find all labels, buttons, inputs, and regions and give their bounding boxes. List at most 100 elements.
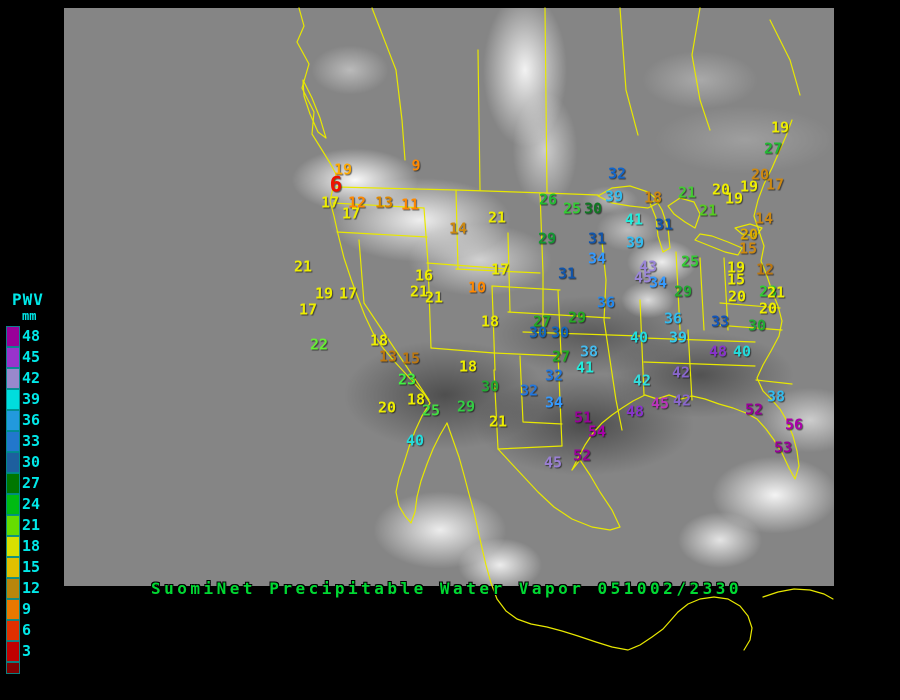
legend-label: 30	[22, 453, 41, 471]
legend-title: PWV	[12, 290, 44, 309]
station-pwv-value: 21	[293, 257, 313, 276]
station-pwv-value: 41	[575, 358, 595, 377]
legend-swatch	[6, 347, 20, 368]
station-pwv-value: 17	[490, 260, 510, 279]
satellite-image	[64, 8, 834, 586]
station-pwv-value: 17	[765, 175, 785, 194]
station-pwv-value: 17	[341, 204, 361, 223]
legend-row: 30	[6, 452, 60, 473]
station-pwv-value: 21	[698, 201, 718, 220]
station-pwv-value: 13	[378, 347, 398, 366]
station-pwv-value: 14	[448, 219, 468, 238]
station-pwv-value: 41	[624, 210, 644, 229]
station-pwv-value: 18	[458, 357, 478, 376]
station-pwv-value: 36	[663, 309, 683, 328]
station-pwv-value: 23	[758, 282, 778, 301]
station-pwv-value: 22	[309, 335, 329, 354]
station-pwv-value: 29	[537, 229, 557, 248]
station-pwv-value: 54	[587, 422, 607, 441]
station-pwv-value: 45	[650, 394, 670, 413]
station-pwv-value: 51	[573, 408, 593, 427]
legend-label: 12	[22, 579, 41, 597]
station-pwv-value: 20	[750, 165, 770, 184]
station-pwv-value: 21	[487, 208, 507, 227]
station-pwv-value: 21	[409, 282, 429, 301]
legend-row: 39	[6, 389, 60, 410]
legend-swatch	[6, 452, 20, 473]
station-pwv-value: 13	[374, 193, 394, 212]
station-pwv-value: 16	[414, 266, 434, 285]
station-pwv-value: 18	[480, 312, 500, 331]
station-pwv-value: 31	[654, 215, 674, 234]
legend-label: 48	[22, 327, 41, 345]
station-pwv-value: 15	[401, 349, 421, 368]
legend-label: 33	[22, 432, 41, 450]
station-pwv-value: 34	[648, 273, 668, 292]
legend-unit: mm	[22, 309, 37, 323]
station-pwv-value: 15	[726, 270, 746, 289]
legend-swatch	[6, 599, 20, 620]
legend-row: 15	[6, 557, 60, 578]
station-pwv-value: 19	[724, 189, 744, 208]
station-pwv-value: 52	[572, 446, 592, 465]
legend-swatch	[6, 326, 20, 347]
legend-swatch	[6, 473, 20, 494]
station-pwv-value: 19	[770, 118, 790, 137]
station-pwv-value: 32	[544, 366, 564, 385]
station-pwv-value: 20	[758, 299, 778, 318]
station-pwv-value: 32	[519, 381, 539, 400]
station-pwv-value: 31	[587, 229, 607, 248]
station-pwv-value: 26	[538, 190, 558, 209]
legend-swatch	[6, 494, 20, 515]
legend-row: 21	[6, 515, 60, 536]
station-pwv-value: 17	[320, 193, 340, 212]
station-pwv-value: 32	[607, 164, 627, 183]
station-pwv-value: 25	[680, 252, 700, 271]
station-pwv-value: 30	[583, 199, 603, 218]
legend-swatch	[6, 578, 20, 599]
station-pwv-value: 40	[732, 342, 752, 361]
station-pwv-value: 38	[766, 387, 786, 406]
station-pwv-value: 21	[424, 288, 444, 307]
legend-label: 3	[22, 642, 32, 660]
station-pwv-value: 9	[411, 156, 421, 175]
legend-row: 6	[6, 620, 60, 641]
station-pwv-value: 21	[488, 412, 508, 431]
station-pwv-value: 48	[625, 402, 645, 421]
station-pwv-value: 20	[377, 398, 397, 417]
station-pwv-value: 33	[710, 312, 730, 331]
legend-row: 33	[6, 431, 60, 452]
station-pwv-value: 29	[567, 308, 587, 327]
station-pwv-value: 34	[587, 249, 607, 268]
station-pwv-value: 19	[314, 284, 334, 303]
legend-swatch	[6, 557, 20, 578]
legend-swatch	[6, 620, 20, 641]
legend-bottom-swatch	[6, 662, 20, 674]
station-pwv-value: 25	[562, 199, 582, 218]
station-pwv-value: 40	[405, 431, 425, 450]
station-pwv-value: 45	[633, 268, 653, 287]
station-pwv-value: 36	[596, 293, 616, 312]
station-pwv-value: 53	[773, 438, 793, 457]
station-pwv-value: 10	[467, 278, 487, 297]
station-pwv-value: 43	[638, 257, 658, 276]
legend-label: 15	[22, 558, 41, 576]
legend-swatch	[6, 389, 20, 410]
legend-swatch	[6, 641, 20, 662]
station-pwv-value: 12	[755, 260, 775, 279]
station-pwv-value: 18	[369, 331, 389, 350]
station-pwv-value: 14	[754, 209, 774, 228]
station-pwv-value: 11	[400, 195, 420, 214]
station-pwv-value: 30	[480, 377, 500, 396]
legend-label: 24	[22, 495, 41, 513]
pwv-legend: PWV mm 48 45 42 39 36 33 30 27 24 21 18 15 12 9 6 3	[6, 290, 60, 674]
station-pwv-value: 34	[544, 393, 564, 412]
station-pwv-value: 48	[708, 342, 728, 361]
legend-row: 9	[6, 599, 60, 620]
station-pwv-value: 18	[643, 188, 663, 207]
station-pwv-value: 27	[532, 312, 552, 331]
legend-label: 45	[22, 348, 41, 366]
station-pwv-value: 31	[557, 264, 577, 283]
